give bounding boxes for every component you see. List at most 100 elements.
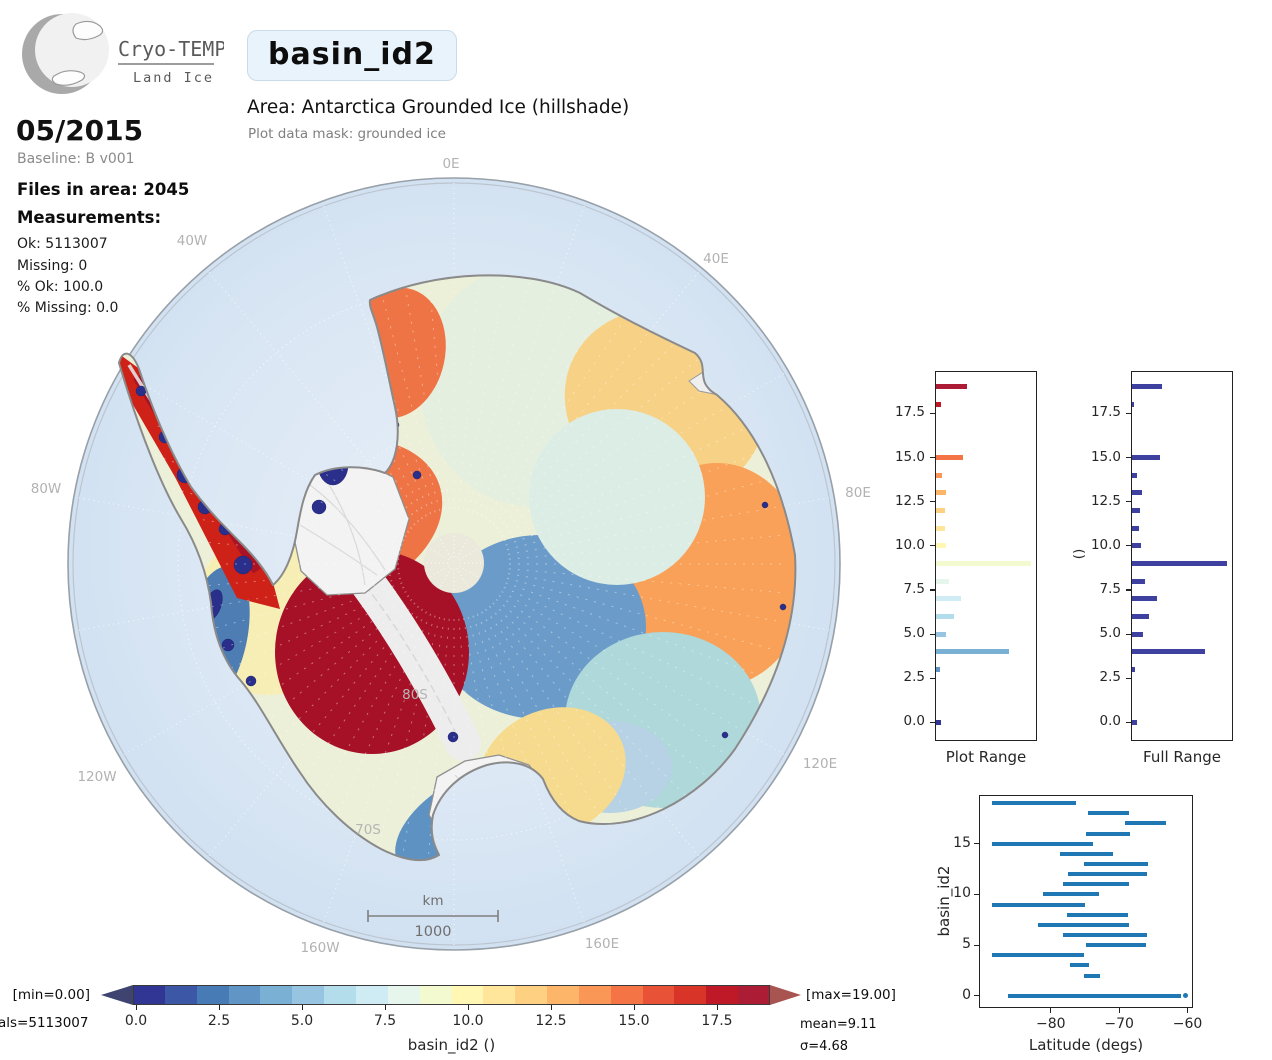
- plot-range-ticklabel: 17.5: [894, 404, 925, 421]
- plot-range-bar-11: [936, 525, 946, 531]
- lat-xtick: [1050, 1008, 1052, 1013]
- basin-regions: [119, 275, 796, 861]
- lat-bar-7: [1037, 922, 1130, 927]
- lat-bar-2: [1083, 973, 1100, 978]
- full-range-tick: [1126, 721, 1131, 724]
- full-range-bar-8: [1132, 578, 1146, 584]
- plot-range-tick: [930, 545, 935, 547]
- stat-pct-ok: % Ok: 100.0: [17, 279, 104, 295]
- colorbar-segment: [324, 985, 357, 1005]
- full-range-bar-3: [1132, 666, 1136, 672]
- plot-range-ticklabel: 2.5: [903, 669, 925, 686]
- full-range-title: Full Range: [1143, 748, 1221, 766]
- plot-range-bar-13: [936, 490, 947, 496]
- plot-range-bar-6: [936, 613, 955, 619]
- plot-range-tick: [930, 721, 935, 724]
- lat-bar-14: [1059, 851, 1113, 856]
- logo-subtitle: Land Ice: [133, 70, 214, 86]
- colorbar-ticklabel: 2.5: [207, 1013, 231, 1029]
- colorbar-tick: [302, 1005, 304, 1010]
- lon-label-0E: 0E: [442, 156, 460, 172]
- colorbar-segment: [355, 985, 389, 1005]
- lat-bar-5: [1085, 943, 1146, 948]
- full-range-ticklabel: 12.5: [1090, 492, 1121, 509]
- lat-80s-label: 80S: [402, 687, 428, 703]
- colorbar-segment: [642, 985, 675, 1005]
- lon-label-40W: 40W: [176, 233, 208, 249]
- colorbar-tick: [219, 1005, 221, 1010]
- colorbar-ticklabel: 17.5: [701, 1013, 733, 1029]
- scale-bar-value: 1000: [415, 924, 452, 940]
- plot-range-bar-15: [936, 455, 964, 461]
- colorbar-segment: [228, 985, 261, 1005]
- full-range-tick: [1126, 633, 1131, 635]
- full-range-ticklabel: 2.5: [1099, 669, 1121, 686]
- stat-pct-missing: % Missing: 0.0: [17, 300, 119, 316]
- plot-range-bar-5: [936, 631, 947, 637]
- lon-label-160E: 160E: [584, 936, 620, 952]
- lat-xticklabel: −70: [1104, 1016, 1134, 1032]
- lat-bar-9: [991, 902, 1085, 907]
- full-range-bar-10: [1132, 543, 1142, 549]
- colorbar-segment: [292, 985, 325, 1005]
- lat-xticklabel: −80: [1036, 1016, 1066, 1032]
- full-range-bar-19: [1132, 384, 1163, 390]
- plot-range-tick: [930, 589, 935, 591]
- full-range-tick: [1126, 677, 1131, 679]
- full-range-bar-18: [1132, 402, 1135, 408]
- mask-line: Plot data mask: grounded ice: [248, 126, 446, 142]
- full-range-bar-7: [1132, 596, 1158, 602]
- colorbar-vals-label: vals=5113007: [0, 1015, 89, 1031]
- colorbar-segment: [164, 985, 198, 1005]
- colorbar-segment: [610, 985, 644, 1005]
- plot-range-tick: [930, 412, 935, 414]
- lat-bar-10: [1042, 892, 1100, 897]
- colorbar-under-arrow: [101, 985, 133, 1005]
- full-range-bar-9: [1132, 561, 1228, 566]
- lat-xticklabel: −60: [1172, 1016, 1203, 1032]
- cryo-tempo-logo: Cryo-TEMPO Land Ice: [22, 13, 224, 94]
- area-title: Area: Antarctica Grounded Ice (hillshade…: [247, 97, 630, 118]
- lat-yticklabel: 10: [953, 885, 971, 902]
- colorbar-label: basin_id2 (): [407, 1036, 496, 1054]
- plot-range-ticklabel: 12.5: [894, 492, 925, 509]
- colorbar-tick: [136, 1005, 138, 1010]
- colorbar-mean-label: mean=9.11: [800, 1017, 877, 1032]
- lat-bar-17: [1125, 821, 1167, 826]
- colorbar-segment: [547, 985, 580, 1005]
- colorbar-segment: [419, 985, 452, 1005]
- lat-xtick: [1118, 1008, 1120, 1013]
- lat-ytick: [974, 893, 979, 895]
- lat-xtick: [1186, 1008, 1189, 1013]
- stat-ok: Ok: 5113007: [17, 236, 108, 252]
- lon-label-120E: 120E: [802, 756, 838, 772]
- latitude-chart-box: [979, 795, 1193, 1008]
- lon-label-80W: 80W: [30, 481, 62, 497]
- full-range-ticklabel: 0.0: [1099, 713, 1121, 730]
- plot-range-title: Plot Range: [945, 748, 1027, 766]
- track-streaks: [124, 275, 784, 861]
- plot-range-ticklabel: 0.0: [903, 713, 925, 730]
- plot-range-bar-14: [936, 472, 943, 478]
- colorbar-segment: [196, 985, 230, 1005]
- plot-range-bar-3: [936, 666, 941, 672]
- full-range-ticklabel: 17.5: [1090, 404, 1121, 421]
- lat-point: [1182, 993, 1188, 999]
- colorbar-ticklabel: 5.0: [290, 1013, 314, 1029]
- colorbar-ticklabel: 12.5: [535, 1013, 567, 1029]
- colorbar-min-label: [min=0.00]: [12, 987, 90, 1003]
- plot-range-box: [935, 371, 1037, 741]
- colorbar-segment: [387, 985, 421, 1005]
- plot-range-ticklabel: 10.0: [894, 536, 925, 553]
- full-range-bar-6: [1132, 613, 1150, 619]
- plot-range-bar-9: [936, 561, 1032, 566]
- lat-bar-16: [1086, 831, 1131, 836]
- colorbar-sigma-label: σ=4.68: [800, 1039, 849, 1054]
- full-range-tick: [1126, 545, 1131, 547]
- colorbar-segment: [738, 985, 771, 1005]
- full-range-ticklabel: 5.0: [1099, 625, 1121, 642]
- lat-bar-6: [1063, 932, 1148, 937]
- lat-bar-0: [1008, 993, 1181, 998]
